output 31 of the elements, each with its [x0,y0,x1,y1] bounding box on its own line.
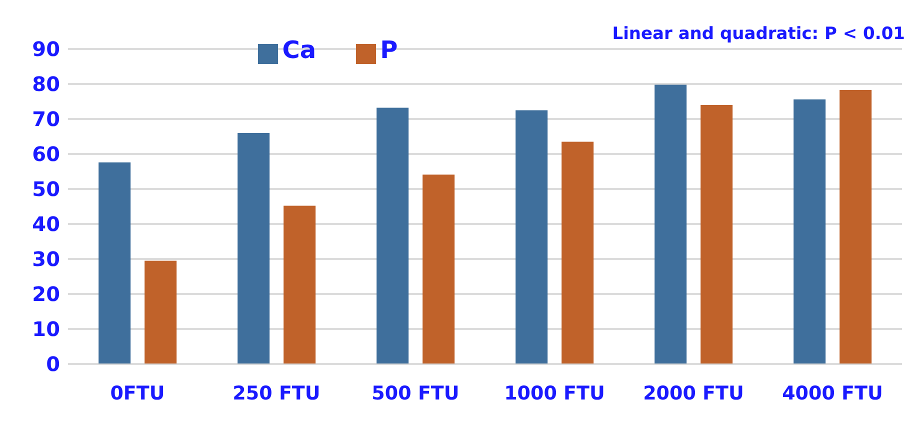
bar [794,99,826,364]
legend-label: P [380,36,398,64]
bar [654,84,687,364]
x-tick-label: 500 FTU [372,382,460,404]
bar [840,90,872,364]
y-tick-label: 90 [32,37,60,62]
bar [422,174,455,364]
x-tick-label: 1000 FTU [504,382,605,404]
bar [562,142,594,364]
bar [98,162,131,364]
y-tick-label: 40 [32,212,60,236]
x-tick-label: 4000 FTU [782,382,883,404]
y-tick-label: 60 [32,142,60,166]
y-tick-label: 70 [32,107,60,132]
y-tick-label: 30 [32,247,60,272]
x-tick-label: 2000 FTU [643,382,744,404]
bar [144,260,177,364]
bar [516,110,548,364]
bar [238,133,270,364]
y-tick-label: 50 [32,177,60,202]
y-tick-label: 20 [32,282,60,306]
y-tick-label: 80 [32,72,60,96]
x-tick-label: 250 FTU [232,382,320,404]
x-tick-label: 0FTU [110,382,165,404]
text: Linear and quadratic: P < 0.01 [612,24,905,44]
bar [376,108,409,364]
y-tick-label: 10 [32,317,60,342]
legend-label: Ca [282,36,316,64]
y-tick-label: 0 [46,352,60,376]
bar [700,105,733,364]
bar [284,206,316,364]
